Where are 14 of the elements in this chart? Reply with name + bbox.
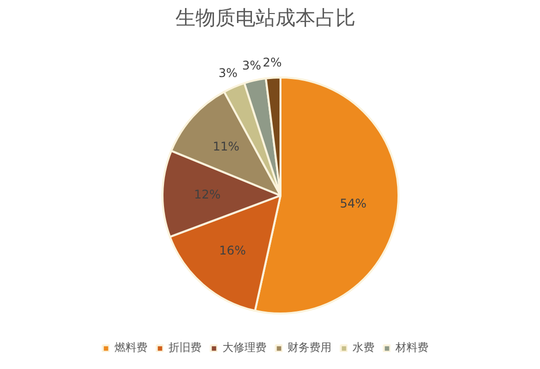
- legend-label: 燃料费: [114, 341, 148, 355]
- data-label: 3%: [218, 66, 238, 80]
- legend-label: 材料费: [396, 341, 428, 355]
- data-label: 2%: [262, 55, 282, 70]
- data-label: 12%: [194, 187, 221, 202]
- legend-label: 水费: [352, 341, 374, 355]
- legend-label: 财务费用: [288, 341, 332, 355]
- data-label: 11%: [212, 140, 240, 154]
- legend-label: 折旧费: [168, 341, 202, 355]
- data-label: 3%: [242, 58, 262, 72]
- chart-title: 生物质电站成本占比: [176, 8, 356, 30]
- data-label: 54%: [340, 196, 367, 210]
- legend-label: 大修理费: [222, 341, 266, 355]
- data-label: 16%: [219, 244, 246, 258]
